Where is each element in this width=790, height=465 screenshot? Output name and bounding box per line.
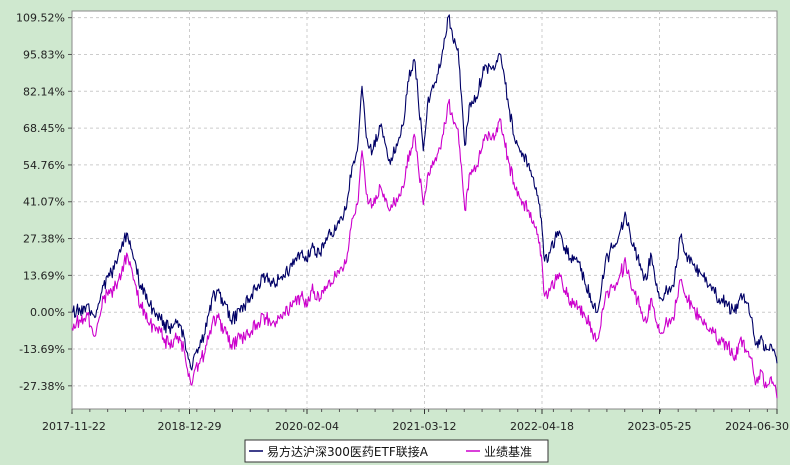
x-tick-label: 2022-04-18 <box>510 420 574 433</box>
series-line-benchmark <box>71 98 778 399</box>
x-tick-label: 2021-03-12 <box>393 420 457 433</box>
legend-label-fund: 易方达沪深300医药ETF联接A <box>267 444 429 459</box>
y-axis: 109.52% 95.83% 82.14% 68.45% 54.76% 41.07% 27.… <box>16 12 72 393</box>
x-tick-label: 2024-06-30 <box>725 420 789 433</box>
y-tick-label: 68.45% <box>23 122 65 135</box>
legend-box <box>244 439 549 463</box>
y-tick-label: 95.83% <box>23 48 65 61</box>
y-tick-label: 27.38% <box>23 233 65 246</box>
x-tick-label: 2020-02-04 <box>275 420 339 433</box>
y-tick-label: 0.00% <box>30 306 65 319</box>
x-tick-label: 2023-05-25 <box>628 420 692 433</box>
y-tick-label: -13.69% <box>19 343 65 356</box>
series-layer <box>71 14 778 399</box>
x-tick-label: 2017-11-22 <box>42 420 106 433</box>
legend-label-benchmark: 业绩基准 <box>484 445 532 459</box>
y-tick-label: 13.69% <box>23 269 65 282</box>
y-tick-label: -27.38% <box>19 380 65 393</box>
y-tick-label: 109.52% <box>16 12 65 25</box>
y-tick-label: 41.07% <box>23 196 65 209</box>
series-line-fund <box>71 14 778 371</box>
y-tick-label: 54.76% <box>23 159 65 172</box>
grid-lines <box>72 11 777 409</box>
legend: 易方达沪深300医药ETF联接A 业绩基准 <box>244 439 549 463</box>
x-axis: 2017-11-22 2018-12-29 2020-02-04 2021-03-12… <box>42 409 789 433</box>
x-tick-label: 2018-12-29 <box>158 420 222 433</box>
y-tick-label: 82.14% <box>23 85 65 98</box>
